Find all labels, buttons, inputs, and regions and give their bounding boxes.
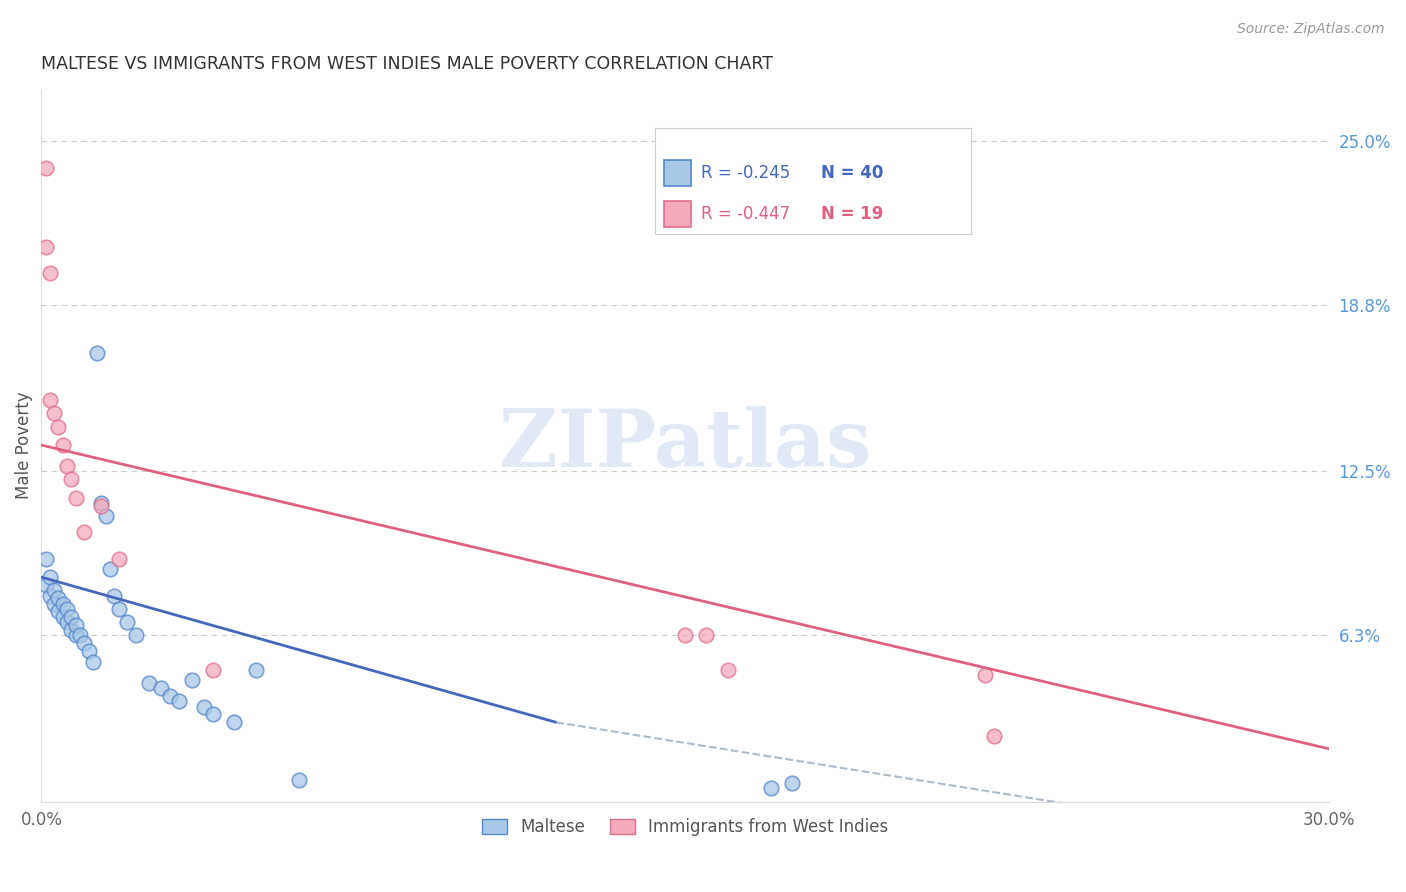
Point <box>60 623 83 637</box>
Point <box>34 161 56 175</box>
Point <box>125 628 148 642</box>
Point <box>60 609 83 624</box>
Point <box>107 602 129 616</box>
Point <box>167 694 190 708</box>
Point <box>34 240 56 254</box>
Point <box>759 781 782 796</box>
Legend: Maltese, Immigrants from West Indies: Maltese, Immigrants from West Indies <box>475 812 896 843</box>
Point <box>65 628 87 642</box>
Point <box>52 438 75 452</box>
Text: N = 40: N = 40 <box>821 164 883 182</box>
Point <box>94 509 117 524</box>
Point <box>52 609 75 624</box>
Point <box>107 551 129 566</box>
Point <box>98 562 121 576</box>
Point <box>103 589 125 603</box>
Point <box>77 644 100 658</box>
Point <box>780 776 803 790</box>
Point <box>983 729 1005 743</box>
Text: Source: ZipAtlas.com: Source: ZipAtlas.com <box>1237 22 1385 37</box>
Y-axis label: Male Poverty: Male Poverty <box>15 392 32 499</box>
Point <box>56 602 79 616</box>
Point <box>86 345 108 359</box>
Point <box>193 699 215 714</box>
Point <box>44 597 66 611</box>
Point <box>138 675 160 690</box>
Point <box>39 589 62 603</box>
Point <box>48 419 70 434</box>
Point <box>52 597 75 611</box>
Point <box>159 689 181 703</box>
Point <box>180 673 202 687</box>
Point <box>90 496 112 510</box>
Point <box>65 617 87 632</box>
Point <box>115 615 138 629</box>
Text: MALTESE VS IMMIGRANTS FROM WEST INDIES MALE POVERTY CORRELATION CHART: MALTESE VS IMMIGRANTS FROM WEST INDIES M… <box>41 55 773 73</box>
Point <box>82 655 104 669</box>
Point <box>150 681 173 695</box>
Point <box>34 551 56 566</box>
Point <box>201 663 224 677</box>
Point <box>245 663 267 677</box>
Point <box>39 570 62 584</box>
Text: R = -0.447: R = -0.447 <box>702 205 790 223</box>
Point <box>39 267 62 281</box>
Point <box>56 615 79 629</box>
Point <box>201 707 224 722</box>
Text: R = -0.245: R = -0.245 <box>702 164 790 182</box>
Point <box>65 491 87 505</box>
Point <box>73 636 96 650</box>
Point <box>69 628 91 642</box>
Point <box>288 773 311 788</box>
Point <box>56 459 79 474</box>
Point <box>73 525 96 540</box>
Point <box>44 406 66 420</box>
Point <box>48 604 70 618</box>
Point <box>34 578 56 592</box>
Point <box>44 583 66 598</box>
Text: N = 19: N = 19 <box>821 205 883 223</box>
Point <box>60 472 83 486</box>
Text: ZIPatlas: ZIPatlas <box>499 406 872 484</box>
Point <box>224 715 246 730</box>
Point <box>974 668 997 682</box>
Point <box>695 628 717 642</box>
Point <box>717 663 740 677</box>
Point <box>39 393 62 408</box>
Point <box>48 591 70 606</box>
Point <box>673 628 696 642</box>
Point <box>90 499 112 513</box>
